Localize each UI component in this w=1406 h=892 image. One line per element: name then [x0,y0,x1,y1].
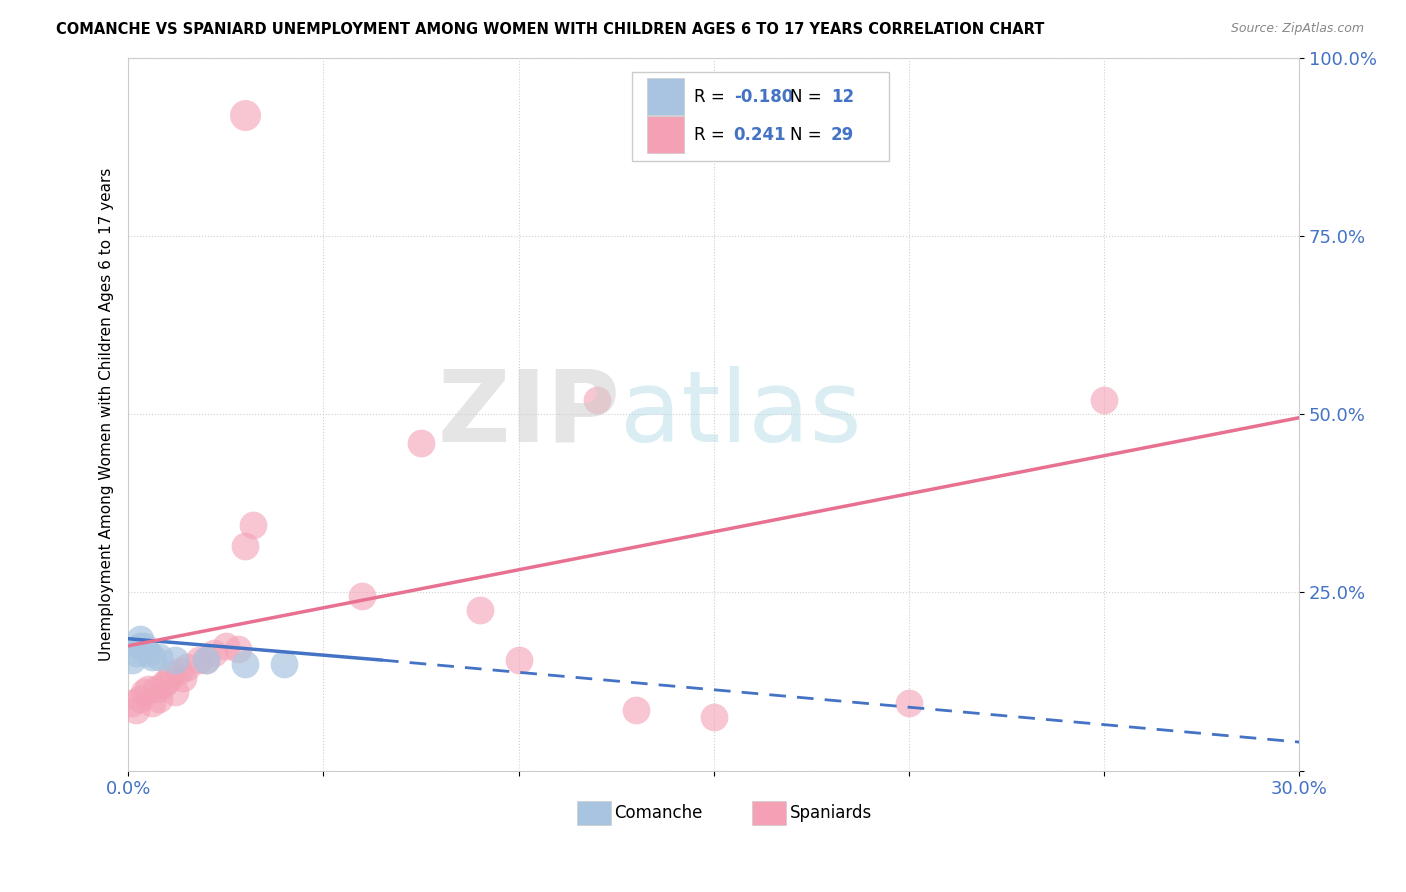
Point [132,685,155,699]
FancyBboxPatch shape [752,801,786,825]
Point [129,632,152,646]
Point [202,646,225,660]
Text: R =: R = [693,88,730,106]
Point [215,639,238,653]
Point [409,435,432,450]
Text: 0.241: 0.241 [734,126,786,144]
Point [624,703,647,717]
FancyBboxPatch shape [647,116,685,153]
Point [165,685,187,699]
Text: COMANCHE VS SPANIARD UNEMPLOYMENT AMONG WOMEN WITH CHILDREN AGES 6 TO 17 YEARS C: COMANCHE VS SPANIARD UNEMPLOYMENT AMONG … [56,22,1045,37]
Point [141,696,163,710]
Point [176,660,198,674]
Point [132,639,155,653]
Point [136,646,159,660]
Point [233,539,256,553]
Point [156,674,179,689]
Point [195,653,218,667]
Point [136,681,159,696]
Point [125,646,148,660]
Text: 29: 29 [831,126,853,144]
FancyBboxPatch shape [631,72,890,161]
Y-axis label: Unemployment Among Women with Children Ages 6 to 17 years: Unemployment Among Women with Children A… [100,168,114,661]
Point [508,653,530,667]
Text: 12: 12 [831,88,853,106]
Point [145,681,167,696]
FancyBboxPatch shape [647,78,685,115]
Point [141,649,163,664]
Point [233,657,256,671]
Point [129,692,152,706]
Text: R =: R = [693,126,730,144]
Point [242,517,264,532]
Point [129,639,152,653]
Point [121,653,143,667]
Point [585,392,607,407]
Point [1092,392,1115,407]
Point [167,664,190,678]
Text: ZIP: ZIP [437,366,620,463]
Point [125,703,148,717]
Point [352,589,374,603]
Text: N =: N = [790,88,827,106]
Point [160,667,183,681]
Point [703,710,725,724]
Point [233,108,256,122]
Point [195,653,218,667]
Text: Comanche: Comanche [614,805,703,822]
Text: Source: ZipAtlas.com: Source: ZipAtlas.com [1230,22,1364,36]
Text: Spaniards: Spaniards [790,805,872,822]
Point [897,696,920,710]
Point [148,692,170,706]
Text: atlas: atlas [620,366,862,463]
Text: -0.180: -0.180 [734,88,793,106]
Point [468,603,491,617]
Point [148,649,170,664]
Point [226,642,249,657]
Point [273,657,295,671]
Point [152,678,174,692]
Point [165,653,187,667]
Point [187,653,209,667]
Text: N =: N = [790,126,827,144]
Point [172,671,194,685]
FancyBboxPatch shape [576,801,610,825]
Point [121,696,143,710]
